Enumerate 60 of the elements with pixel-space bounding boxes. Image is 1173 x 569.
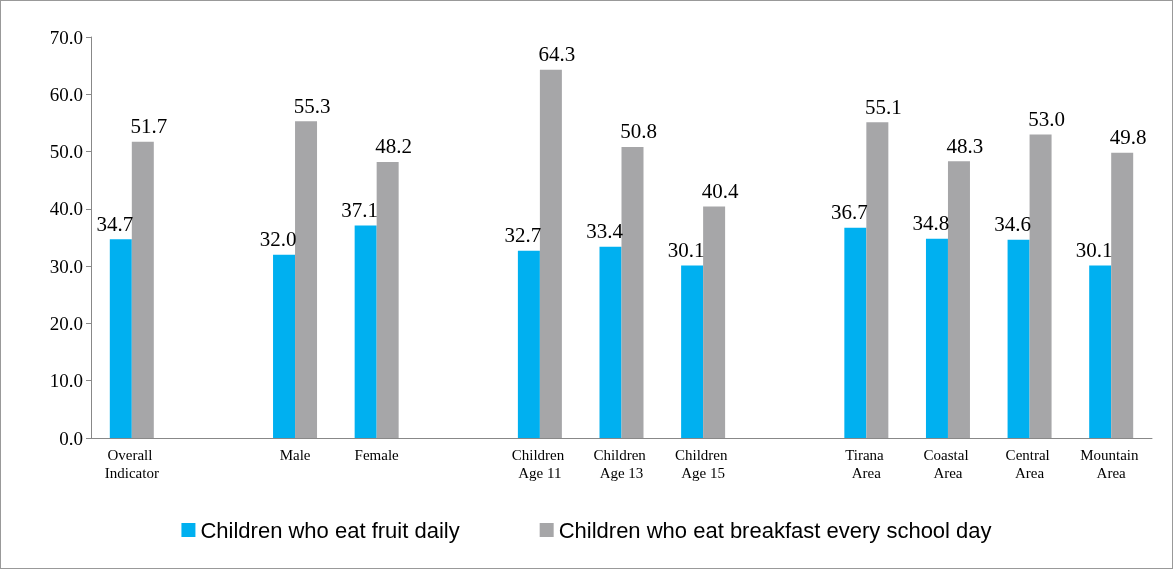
data-label: 34.6	[994, 212, 1031, 237]
bar	[109, 239, 132, 438]
data-label: 53.0	[1028, 106, 1065, 131]
x-tick-label: Children Age 11	[511, 447, 569, 481]
data-label: 30.1	[1075, 238, 1113, 263]
y-tick-label: 30.0	[49, 255, 83, 277]
data-label: 49.8	[1109, 125, 1147, 150]
y-tick-label: 40.0	[49, 198, 83, 220]
data-label: 64.3	[538, 42, 576, 67]
data-label: 55.1	[864, 94, 902, 119]
x-tick-label: Children Age 15	[674, 447, 732, 481]
data-label: 51.7	[130, 114, 168, 139]
data-label: 40.4	[701, 179, 739, 204]
bar	[925, 238, 948, 438]
legend-label: Children who eat breakfast every school day	[558, 517, 992, 543]
x-tick-label: Tirana Area	[845, 447, 888, 481]
x-tick-label: Coastal Area	[923, 447, 973, 481]
bar	[376, 161, 399, 438]
data-label: 32.0	[259, 227, 297, 252]
bar	[273, 254, 296, 438]
bar	[866, 122, 889, 438]
x-tick-label: Male	[279, 447, 311, 463]
bar	[599, 246, 622, 438]
bar	[1111, 152, 1134, 438]
data-label: 33.4	[586, 219, 624, 244]
bar	[295, 121, 318, 438]
x-tick-label: Children Age 13	[593, 447, 650, 481]
x-tick-label: Central Area	[1005, 447, 1054, 481]
bar	[947, 161, 970, 438]
bar	[703, 206, 726, 438]
bar	[131, 141, 154, 438]
y-tick-label: 20.0	[49, 312, 83, 334]
data-label: 34.7	[96, 211, 134, 236]
bar	[517, 250, 540, 438]
y-tick-label: 60.0	[49, 83, 83, 105]
y-tick-label: 50.0	[49, 141, 83, 163]
legend-label: Children who eat fruit daily	[200, 517, 460, 543]
data-label: 48.2	[375, 134, 413, 159]
bar	[354, 225, 377, 438]
y-tick-label: 10.0	[49, 370, 83, 392]
data-label: 30.1	[667, 238, 705, 263]
data-label: 34.8	[912, 211, 950, 236]
data-label: 32.7	[504, 223, 542, 248]
bar	[1029, 134, 1052, 438]
bar	[681, 265, 704, 438]
y-tick-label: 70.0	[49, 26, 83, 48]
data-label: 55.3	[293, 93, 331, 118]
data-label: 50.8	[620, 119, 657, 144]
bar	[1007, 239, 1030, 438]
bar	[539, 69, 562, 438]
data-label: 48.3	[946, 133, 984, 158]
x-tick-label: Overall Indicator	[104, 447, 159, 481]
bar	[621, 146, 644, 438]
bar	[1089, 265, 1112, 438]
y-tick-label: 0.0	[59, 427, 83, 449]
data-label: 36.7	[830, 200, 868, 225]
x-tick-label: Female	[354, 447, 400, 463]
bar	[844, 227, 867, 438]
data-label: 37.1	[341, 197, 379, 222]
x-tick-label: Mountain Area	[1080, 447, 1143, 481]
